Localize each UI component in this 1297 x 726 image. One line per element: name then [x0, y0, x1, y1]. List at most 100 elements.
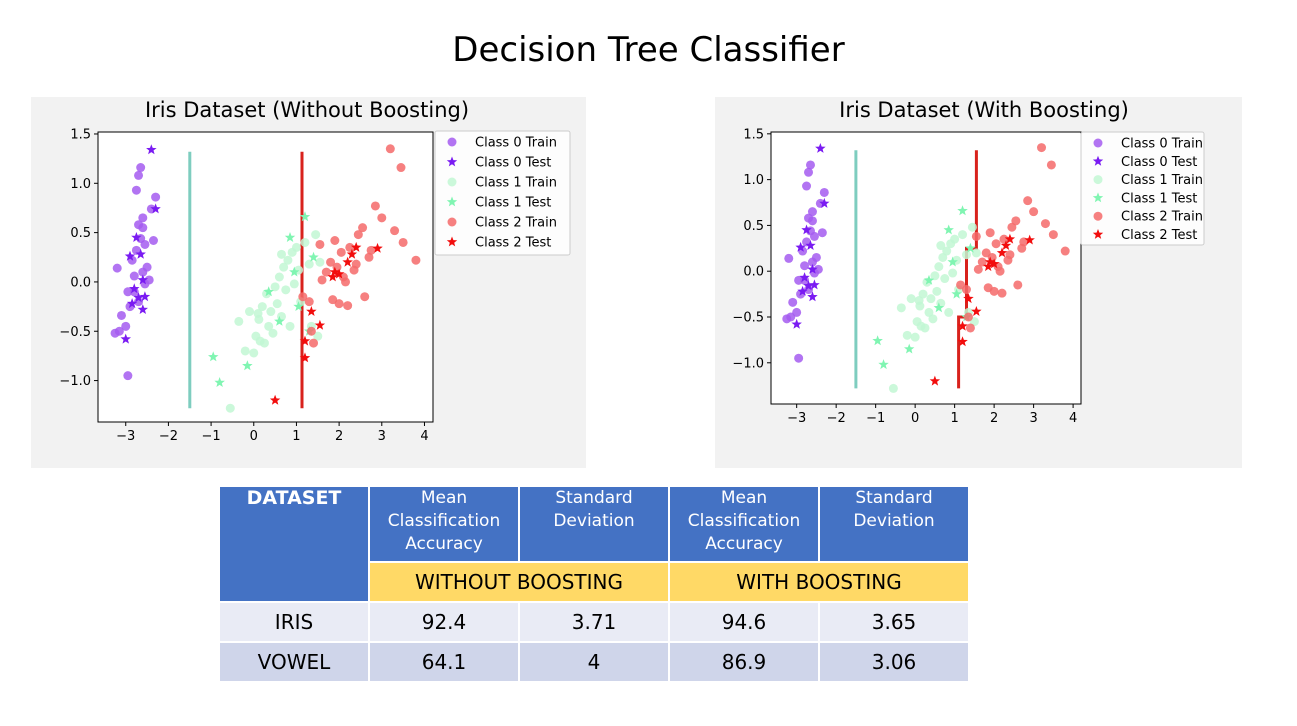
data-point [807, 291, 818, 302]
data-point [326, 257, 336, 267]
data-point [333, 268, 345, 279]
data-point [398, 237, 408, 247]
data-point [940, 274, 950, 284]
plot-frame [97, 131, 434, 423]
data-point [804, 213, 814, 223]
legend-marker [1093, 175, 1103, 185]
data-point [926, 294, 936, 304]
data-point [134, 170, 144, 180]
legend-label: Class 2 Train [1121, 210, 1203, 225]
scatter-chart-without-boosting: Iris Dataset (Without Boosting) −3 −2 −1 0 1 2… [59, 98, 571, 444]
data-point [805, 160, 815, 170]
data-point [971, 306, 982, 316]
legend-marker [447, 217, 457, 227]
data-point [372, 242, 383, 253]
data-point [293, 301, 304, 311]
data-point [784, 253, 794, 263]
data-point [279, 262, 289, 272]
data-point [878, 359, 889, 370]
data-point [214, 377, 225, 387]
data-point [928, 314, 938, 324]
header-mean-accuracy-with: Mean Classification Accuracy [668, 485, 820, 563]
data-point [819, 187, 829, 197]
data-point [277, 249, 287, 259]
data-point [411, 255, 421, 265]
data-point [123, 287, 133, 297]
data-point [306, 326, 316, 336]
y-tick-label: 0.5 [70, 226, 91, 241]
chart-title: Iris Dataset (With Boosting) [839, 98, 1129, 122]
data-point [284, 232, 296, 242]
y-tick-label: −0.5 [59, 325, 91, 340]
y-tick-label: −1.0 [732, 356, 764, 371]
data-point [988, 258, 1000, 269]
data-point [329, 266, 341, 277]
data-point [1011, 216, 1021, 226]
data-point [1037, 143, 1047, 153]
slide-title: Decision Tree Classifier [452, 30, 845, 70]
data-point [289, 279, 299, 289]
data-point [1017, 243, 1027, 253]
data-point [266, 307, 276, 317]
legend-label: Class 1 Train [475, 176, 557, 191]
data-point [385, 144, 395, 154]
data-point [906, 294, 916, 304]
data-point [283, 255, 293, 265]
group-without-boosting: WITHOUT BOOSTING [368, 561, 670, 603]
data-point [1023, 196, 1033, 206]
x-tick-label: 0 [911, 411, 919, 426]
data-point [872, 335, 883, 346]
legend-marker [447, 137, 457, 147]
data-point [918, 289, 928, 299]
data-point [807, 263, 818, 274]
header-dataset: DATASET [218, 485, 370, 603]
data-point [272, 299, 282, 309]
data-point [315, 239, 325, 249]
data-point [133, 292, 144, 303]
data-point [151, 192, 161, 202]
data-point [136, 163, 146, 173]
data-point [888, 383, 898, 393]
y-tick-label: −1.0 [59, 374, 91, 389]
data-point [259, 338, 269, 348]
data-point [961, 250, 971, 260]
cell-with-mean: 86.9 [668, 641, 820, 683]
data-point [396, 163, 406, 173]
data-point [971, 248, 981, 258]
data-point [139, 291, 151, 302]
data-point [1060, 246, 1070, 256]
data-point [1040, 219, 1050, 229]
data-point [334, 299, 344, 309]
data-point [795, 241, 806, 252]
data-point [1005, 250, 1015, 260]
data-point [254, 314, 264, 324]
data-point [809, 279, 820, 290]
data-point [961, 285, 971, 295]
data-point [923, 274, 935, 285]
cell-without-std: 3.71 [518, 601, 670, 643]
data-point [802, 181, 812, 191]
data-point [300, 237, 310, 247]
legend-label: Class 1 Test [475, 196, 551, 211]
data-point [1048, 230, 1058, 240]
data-point [131, 232, 142, 242]
legend-marker [446, 236, 458, 247]
data-point [390, 226, 400, 236]
cell-without-std: 4 [518, 641, 670, 683]
data-point [299, 352, 311, 363]
data-point [803, 280, 814, 291]
data-point [314, 319, 326, 330]
data-point [920, 323, 930, 333]
data-point [126, 298, 138, 309]
data-point [971, 231, 981, 241]
data-point [138, 213, 148, 223]
series-class-0-test [120, 144, 161, 344]
data-point [309, 338, 319, 348]
data-point [797, 285, 808, 296]
table-header-row: DATASET Mean Classification Accuracy Sta… [218, 485, 970, 603]
data-point [327, 271, 338, 282]
chart-title: Iris Dataset (Without Boosting) [145, 98, 469, 122]
legend-marker [1092, 192, 1104, 203]
data-point [321, 267, 331, 277]
data-point [1000, 240, 1012, 250]
